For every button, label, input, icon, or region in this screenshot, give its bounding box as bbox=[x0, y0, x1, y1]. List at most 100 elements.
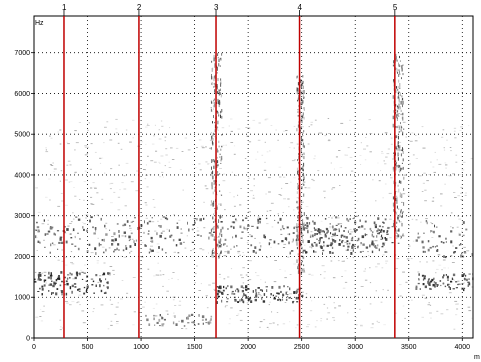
energy-band-1 bbox=[92, 226, 94, 229]
speckle bbox=[241, 277, 244, 279]
speckle bbox=[154, 124, 156, 126]
energy-band-6 bbox=[159, 325, 161, 327]
speckle bbox=[249, 260, 252, 262]
burst-0 bbox=[218, 254, 220, 259]
burst-1 bbox=[302, 126, 304, 128]
energy-band-1 bbox=[304, 227, 307, 229]
speckle bbox=[369, 133, 373, 135]
burst-0 bbox=[213, 213, 215, 215]
energy-band-1 bbox=[137, 227, 139, 230]
speckle bbox=[453, 130, 456, 132]
energy-band-1 bbox=[200, 235, 202, 237]
speckle bbox=[283, 198, 286, 200]
energy-band-1 bbox=[158, 225, 161, 227]
speckle bbox=[408, 225, 410, 226]
speckle bbox=[67, 225, 70, 227]
speckle bbox=[61, 260, 65, 262]
burst-2 bbox=[395, 229, 397, 232]
energy-band-5 bbox=[356, 239, 359, 242]
burst-2 bbox=[399, 165, 401, 168]
burst-2 bbox=[401, 95, 403, 98]
energy-band-6 bbox=[201, 319, 204, 321]
energy-band-1 bbox=[312, 220, 314, 223]
burst-0 bbox=[217, 126, 219, 129]
energy-band-0 bbox=[48, 284, 51, 286]
speckle bbox=[229, 318, 231, 320]
burst-2 bbox=[398, 79, 400, 83]
speckle bbox=[178, 300, 182, 302]
energy-band-0 bbox=[39, 287, 41, 290]
burst-0 bbox=[212, 67, 214, 71]
energy-band-5 bbox=[331, 246, 334, 249]
burst-2 bbox=[400, 167, 402, 171]
energy-band-1 bbox=[213, 239, 216, 241]
speckle bbox=[446, 309, 449, 311]
speckle bbox=[74, 171, 77, 173]
burst-0 bbox=[214, 89, 216, 93]
burst-1 bbox=[303, 162, 305, 167]
burst-0 bbox=[213, 200, 215, 205]
energy-band-1 bbox=[140, 224, 143, 228]
speckle bbox=[258, 122, 261, 124]
energy-band-1 bbox=[242, 219, 244, 222]
speckle bbox=[256, 275, 260, 277]
burst-0 bbox=[220, 80, 222, 85]
speckle bbox=[57, 259, 60, 261]
burst-1 bbox=[297, 82, 299, 86]
burst-1 bbox=[296, 167, 298, 171]
speckle bbox=[127, 296, 129, 298]
energy-band-2 bbox=[243, 300, 245, 304]
burst-2 bbox=[393, 110, 395, 113]
speckle bbox=[324, 197, 326, 199]
energy-band-1 bbox=[259, 220, 261, 224]
energy-band-4 bbox=[458, 233, 461, 236]
burst-1 bbox=[302, 218, 304, 223]
speckle bbox=[230, 142, 234, 143]
burst-1 bbox=[303, 222, 305, 227]
speckle bbox=[68, 181, 71, 183]
speckle bbox=[213, 288, 217, 290]
speckle bbox=[146, 125, 150, 126]
speckle bbox=[126, 292, 129, 294]
energy-band-1 bbox=[177, 252, 180, 254]
burst-1 bbox=[300, 84, 302, 89]
energy-band-1 bbox=[347, 230, 349, 233]
energy-band-6 bbox=[192, 320, 195, 324]
speckle bbox=[341, 260, 345, 262]
burst-1 bbox=[302, 165, 304, 169]
speckle bbox=[422, 147, 426, 149]
x-axis-label: m bbox=[474, 354, 480, 361]
speckle bbox=[463, 282, 465, 284]
speckle bbox=[184, 137, 188, 139]
energy-band-1 bbox=[335, 216, 338, 219]
energy-band-5 bbox=[316, 238, 318, 240]
speckle bbox=[293, 125, 296, 127]
speckle bbox=[144, 301, 146, 303]
burst-1 bbox=[302, 132, 304, 134]
speckle bbox=[156, 243, 160, 245]
speckle bbox=[140, 268, 143, 270]
speckle bbox=[460, 186, 463, 188]
burst-2 bbox=[398, 147, 400, 152]
speckle bbox=[429, 312, 432, 314]
energy-band-1 bbox=[269, 239, 272, 241]
speckle bbox=[147, 155, 149, 157]
burst-2 bbox=[402, 131, 404, 136]
speckle bbox=[213, 164, 215, 166]
speckle bbox=[48, 178, 51, 180]
speckle bbox=[332, 277, 336, 279]
burst-1 bbox=[299, 227, 301, 229]
burst-0 bbox=[220, 94, 222, 98]
marker-label-1: 1 bbox=[62, 3, 67, 12]
speckle bbox=[136, 170, 139, 172]
energy-band-1 bbox=[146, 222, 149, 225]
burst-0 bbox=[214, 103, 216, 107]
speckle bbox=[295, 327, 297, 329]
energy-band-1 bbox=[235, 218, 237, 221]
energy-band-1 bbox=[378, 231, 380, 235]
speckle bbox=[333, 302, 335, 304]
speckle bbox=[284, 302, 287, 303]
speckle bbox=[395, 312, 397, 314]
energy-band-5 bbox=[374, 246, 377, 249]
burst-1 bbox=[303, 90, 305, 92]
